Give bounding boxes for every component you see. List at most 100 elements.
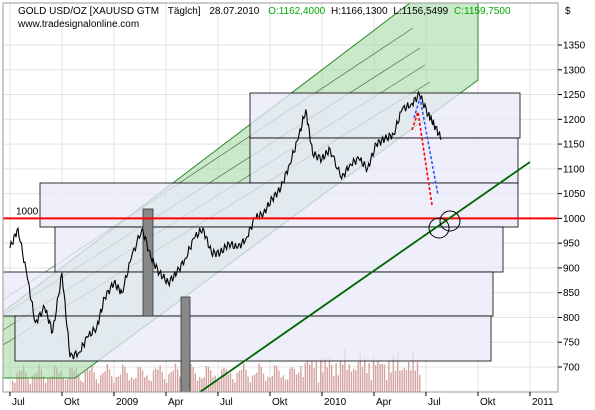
volume-bar [361, 367, 364, 392]
volume-bar [82, 382, 84, 392]
volume-bar [218, 380, 221, 392]
volume-bar [278, 370, 280, 392]
volume-bar [372, 357, 375, 392]
volume-bar [419, 374, 421, 392]
x-tick-label: Okt [64, 397, 80, 408]
volume-bar [386, 379, 388, 392]
volume-bar [58, 372, 60, 392]
volume-bar [403, 368, 405, 392]
volume-bar [227, 374, 229, 392]
y-axis-unit: $ [565, 6, 571, 17]
volume-bar [126, 373, 128, 392]
volume-bar [326, 367, 328, 392]
volume-bar [137, 366, 139, 392]
volume-bar [42, 376, 45, 392]
volume-bar [412, 350, 414, 392]
volume-bar [56, 367, 58, 392]
volume-bar [309, 364, 311, 392]
x-tick-label: Apr [376, 397, 392, 408]
volume-bar [287, 379, 289, 392]
volume-bar [16, 372, 18, 392]
volume-bar [258, 363, 260, 392]
volume-bar [392, 354, 394, 392]
volume-bar [245, 369, 247, 392]
volume-bar [146, 375, 148, 392]
volume-bar [383, 364, 386, 392]
volume-bar [262, 373, 265, 392]
volume-bar [256, 372, 258, 392]
volume-bar [47, 377, 49, 392]
y-tick-label: 950 [563, 239, 580, 250]
y-tick-label: 1350 [563, 41, 586, 52]
volume-bar [194, 373, 196, 392]
volume-bar [249, 382, 251, 392]
volume-bar [225, 369, 227, 392]
y-tick-label: 1050 [563, 189, 586, 200]
volume-bar [49, 377, 51, 392]
volume-bar [31, 375, 34, 392]
volume-bar [355, 370, 357, 392]
low-value: L:1156,5499 [393, 6, 448, 17]
volume-bar [265, 380, 267, 392]
volume-bar [29, 383, 31, 392]
volume-bar [113, 382, 115, 392]
x-tick-label: 2009 [116, 397, 139, 408]
volume-bar [170, 371, 172, 392]
volume-bar [344, 349, 346, 392]
gray-volume-bar [142, 208, 154, 317]
volume-bar [216, 379, 218, 392]
x-tick-label: Okt [480, 397, 496, 408]
volume-bar [124, 367, 126, 392]
volume-bar [71, 367, 73, 392]
volume-bar [317, 382, 320, 392]
volume-bar [311, 359, 313, 392]
volume-bar [306, 360, 309, 392]
y-tick-label: 1200 [563, 115, 586, 126]
open-value: O:1162,4000 [268, 6, 326, 17]
y-tick-label: 800 [563, 313, 580, 324]
price-series-line [9, 90, 442, 360]
y-tick-label: 850 [563, 288, 580, 299]
support-resistance-box [54, 226, 504, 273]
volume-bar [254, 374, 256, 392]
volume-bar [320, 359, 322, 392]
volume-bar [348, 364, 350, 392]
volume-bar [282, 375, 284, 392]
volume-bar [304, 362, 306, 392]
x-tick-label: Apr [168, 397, 184, 408]
y-tick-label: 750 [563, 338, 580, 349]
volume-bar [284, 379, 287, 392]
volume-bar [73, 370, 75, 392]
x-tick-label: Jul [428, 397, 441, 408]
volume-bar [243, 363, 245, 392]
volume-bar [119, 374, 122, 392]
volume-bar [291, 367, 293, 392]
volume-bar [414, 370, 416, 392]
y-tick-label: 1300 [563, 65, 586, 76]
period-label: Täglch] [168, 6, 201, 17]
x-tick-label: 2010 [324, 397, 347, 408]
volume-bar [25, 371, 27, 392]
chart-title: GOLD USD/OZ [XAUUSD GTM Täglch] 28.07.20… [18, 6, 511, 17]
volume-bar [62, 377, 64, 392]
volume-bar [328, 357, 331, 392]
y-tick-label: 700 [563, 363, 580, 374]
volume-bar [192, 366, 194, 392]
volume-bar [122, 364, 124, 392]
volume-bar [155, 368, 157, 392]
volume-bar [397, 352, 399, 392]
volume-bar [232, 379, 234, 392]
volume-bar [236, 373, 238, 392]
crossing-circle [439, 210, 461, 232]
high-value: H:1166,1300 [331, 6, 388, 17]
volume-bar [152, 370, 155, 392]
date-label: 28.07.2010 [209, 6, 259, 17]
y-tick-label: 1250 [563, 90, 586, 101]
volume-bar [207, 366, 210, 392]
volume-bar [177, 369, 179, 392]
volume-bar [271, 376, 273, 392]
volume-bar [133, 379, 135, 392]
volume-bar [148, 380, 150, 392]
volume-bar [64, 379, 67, 392]
volume-bar [289, 368, 291, 392]
